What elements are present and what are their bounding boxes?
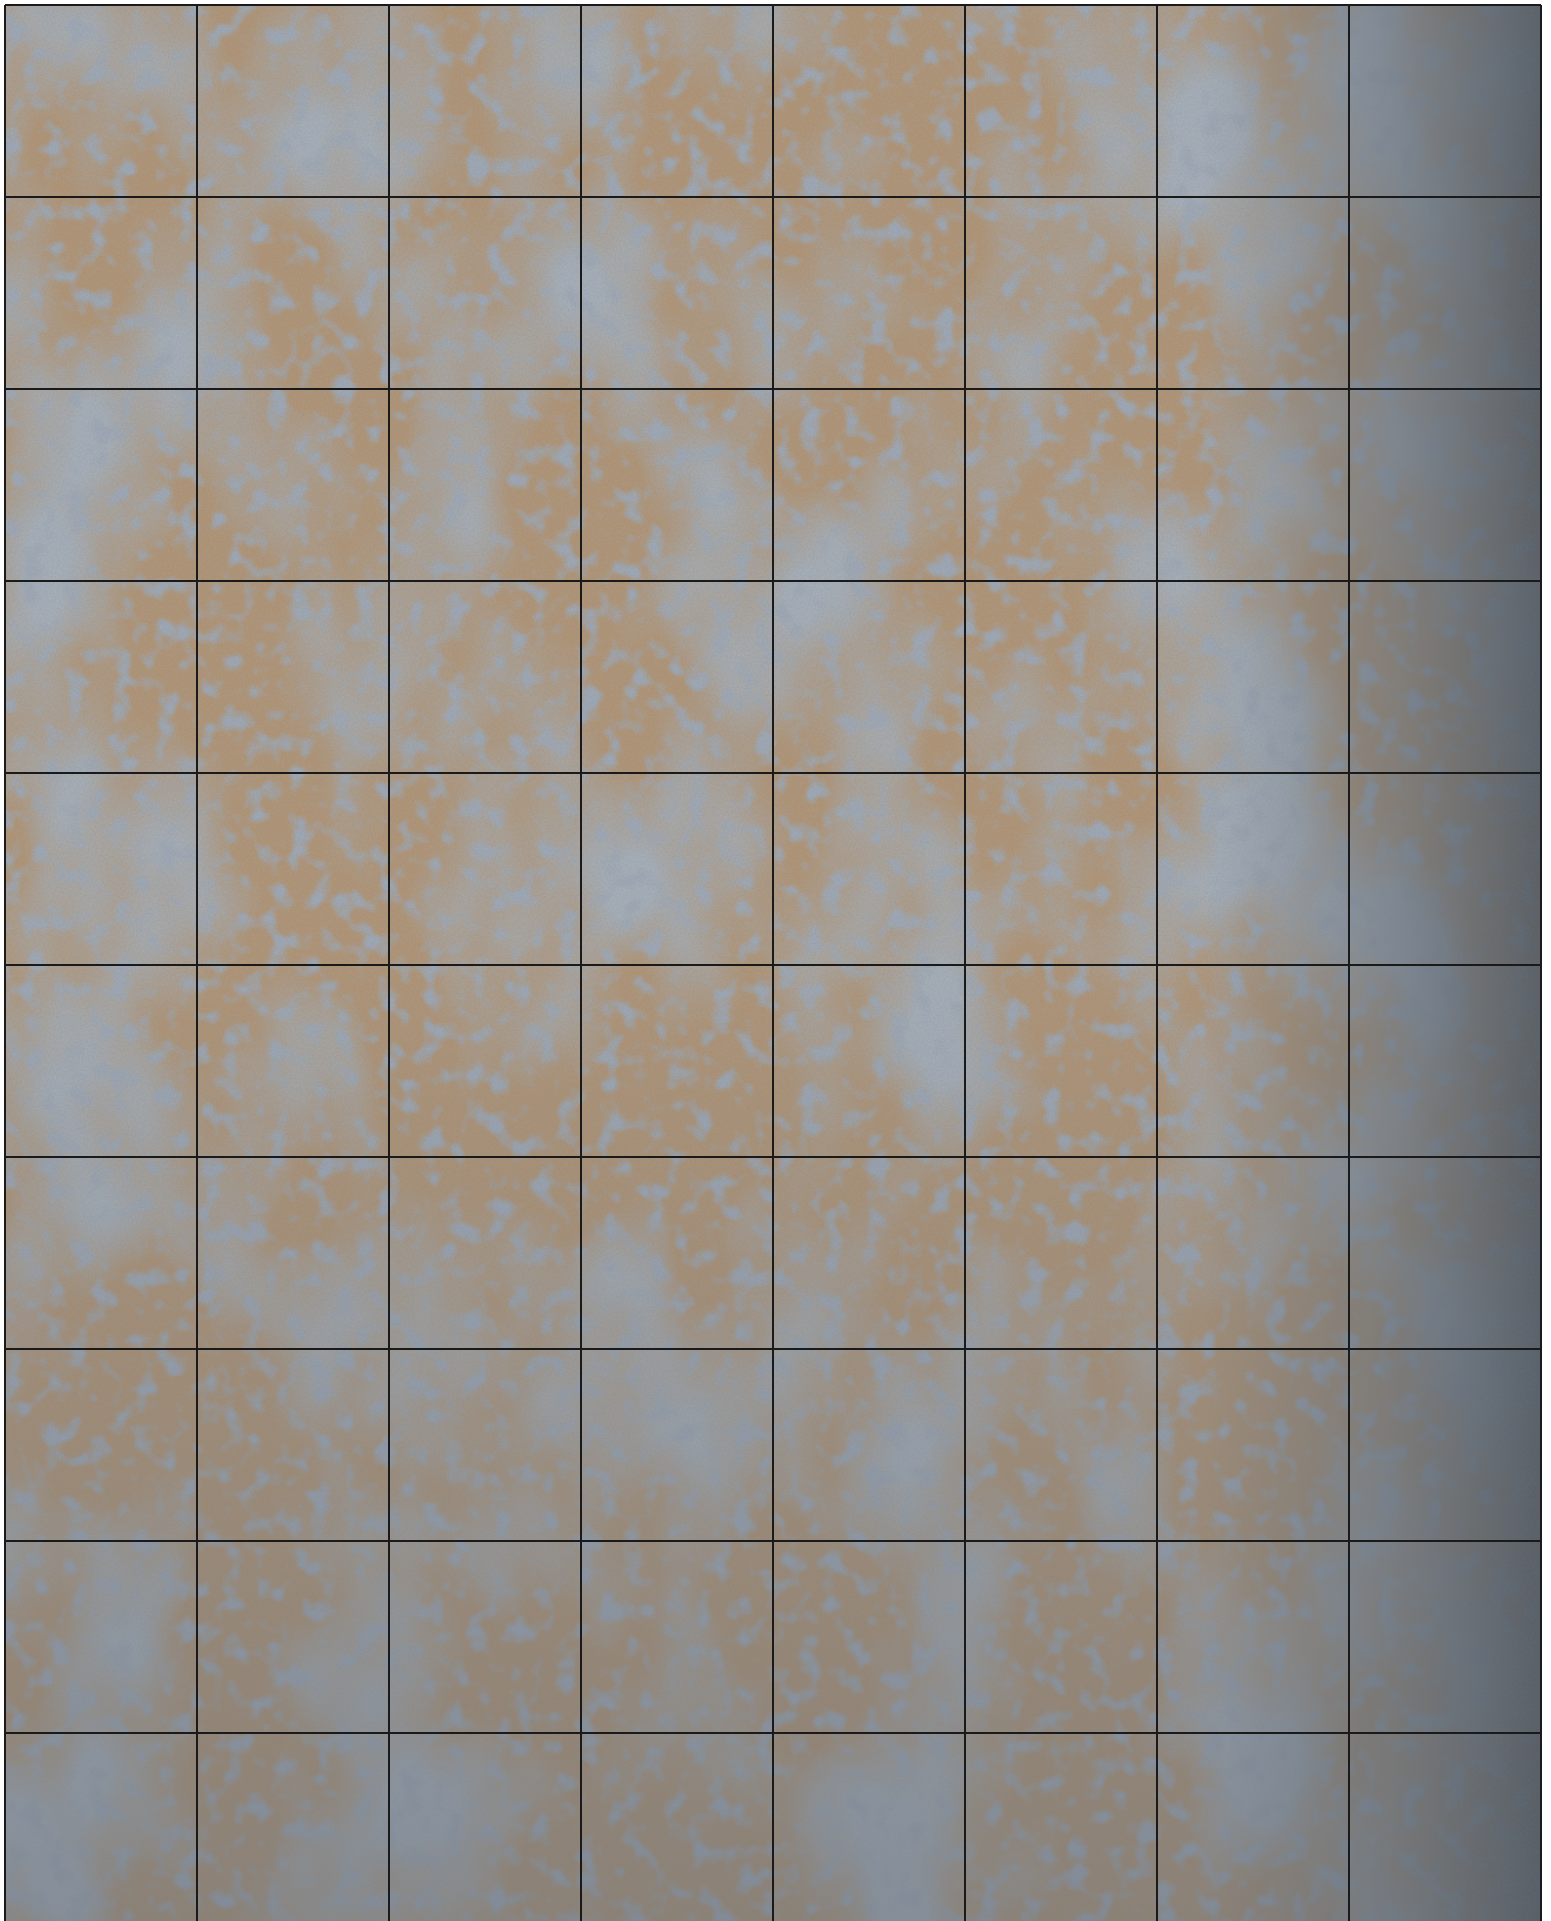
grid: [4, 4, 1542, 1921]
